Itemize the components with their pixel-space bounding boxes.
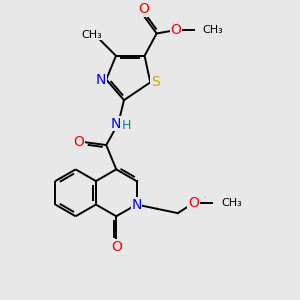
Text: O: O [171,23,182,37]
Text: N: N [96,73,106,86]
Text: H: H [122,119,131,132]
Text: O: O [188,196,199,210]
Text: CH₃: CH₃ [202,25,223,35]
Text: O: O [138,2,149,16]
Text: CH₃: CH₃ [221,198,242,208]
Text: S: S [151,75,160,89]
Text: N: N [131,197,142,212]
Text: O: O [111,240,122,254]
Text: N: N [111,117,121,130]
Text: CH₃: CH₃ [82,30,103,40]
Text: O: O [74,135,85,149]
